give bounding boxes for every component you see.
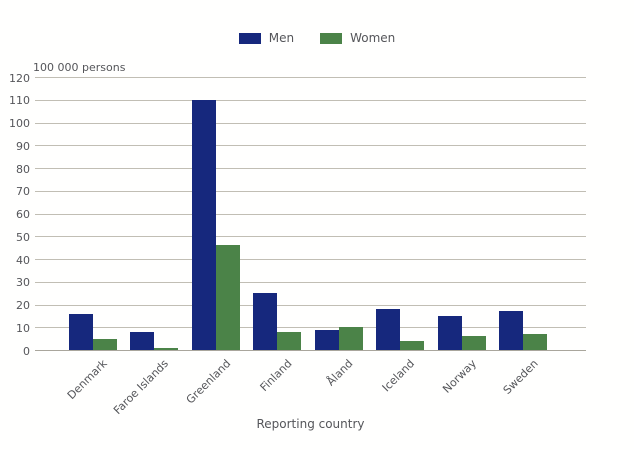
y-tick-label-0: 0: [23, 344, 30, 358]
bar-women-denmark: [92, 338, 117, 350]
bar-women-sweden: [523, 334, 548, 350]
bar-group-iceland: [376, 78, 425, 350]
gridline-110: [35, 99, 586, 101]
y-tick-label-60: 60: [16, 208, 30, 221]
bar-men-åland: [314, 329, 339, 350]
gridline-60: [35, 213, 586, 215]
bar-women-greenland: [215, 245, 240, 350]
bar-women-iceland: [400, 340, 425, 350]
y-tick-label-30: 30: [16, 276, 30, 290]
x-tick-label-greenland: Greenland: [183, 357, 233, 407]
bar-group-finland: [253, 78, 302, 350]
y-axis-tick-labels: 0 10 20 30 40 50 60 70 80 90 100 110 120: [0, 72, 30, 358]
y-tick-label-80: 80: [16, 162, 30, 176]
x-axis-title: Reporting country: [256, 417, 365, 431]
bar-men-norway: [437, 315, 462, 350]
women-series-swatch-icon: [320, 32, 343, 44]
bar-group-greenland: [191, 78, 240, 350]
x-axis-tick-labels: Denmark Faroe Islands Greenland Finland Ålan…: [35, 357, 586, 417]
gridline-40: [35, 259, 586, 260]
legend-item-women: Women: [320, 31, 395, 45]
x-tick-label-norway: Norway: [440, 357, 479, 396]
plot-area: [35, 77, 586, 351]
y-tick-label-70: 70: [16, 185, 30, 199]
gridline-80: [35, 168, 586, 169]
y-tick-label-110: 110: [9, 94, 30, 108]
gridline-20: [35, 304, 586, 306]
chart-legend: Men Women: [0, 31, 634, 45]
bar-group-denmark: [68, 78, 117, 350]
bar-men-sweden: [499, 311, 524, 350]
y-tick-label-90: 90: [16, 139, 30, 153]
bar-men-greenland: [191, 99, 216, 350]
x-tick-label-denmark: Denmark: [64, 357, 110, 402]
y-tick-label-120: 120: [9, 71, 30, 85]
legend-item-men: Men: [238, 31, 295, 45]
bar-group-faroe-islands: [130, 78, 179, 350]
x-tick-label-sweden: Sweden: [500, 357, 541, 397]
bar-women-finland: [277, 331, 302, 350]
gridline-90: [35, 145, 586, 147]
legend-label-men: Men: [268, 31, 295, 45]
gridline-100: [35, 122, 586, 124]
bar-men-faroe-islands: [130, 331, 155, 350]
bar-women-norway: [461, 336, 486, 350]
gridline-10: [35, 327, 586, 329]
gridline-50: [35, 236, 586, 238]
gridline-120: [35, 77, 586, 78]
bar-group-norway: [437, 78, 486, 350]
bar-group-sweden: [499, 78, 548, 350]
x-tick-label-iceland: Iceland: [380, 357, 418, 395]
gridline-0: [35, 350, 586, 351]
x-tick-label-åland: Åland: [324, 357, 356, 389]
y-axis-unit-label: 100 000 persons: [33, 61, 126, 74]
gridline-70: [35, 190, 586, 192]
men-series-swatch-icon: [238, 32, 261, 44]
x-tick-label-faroe-islands: Faroe Islands: [111, 357, 172, 417]
y-tick-label-40: 40: [16, 253, 30, 267]
bar-men-finland: [253, 293, 278, 350]
x-tick-label-finland: Finland: [257, 357, 295, 394]
bar-women-faroe-islands: [154, 347, 179, 350]
y-tick-label-100: 100: [9, 117, 30, 130]
bar-men-denmark: [68, 313, 93, 350]
y-tick-label-50: 50: [16, 230, 30, 244]
bar-men-iceland: [376, 309, 401, 350]
bar-group-åland: [314, 78, 363, 350]
gridline-30: [35, 281, 586, 283]
bar-women-åland: [338, 327, 363, 350]
legend-label-women: Women: [350, 31, 396, 45]
y-tick-label-10: 10: [16, 321, 30, 335]
y-tick-label-20: 20: [16, 299, 30, 312]
